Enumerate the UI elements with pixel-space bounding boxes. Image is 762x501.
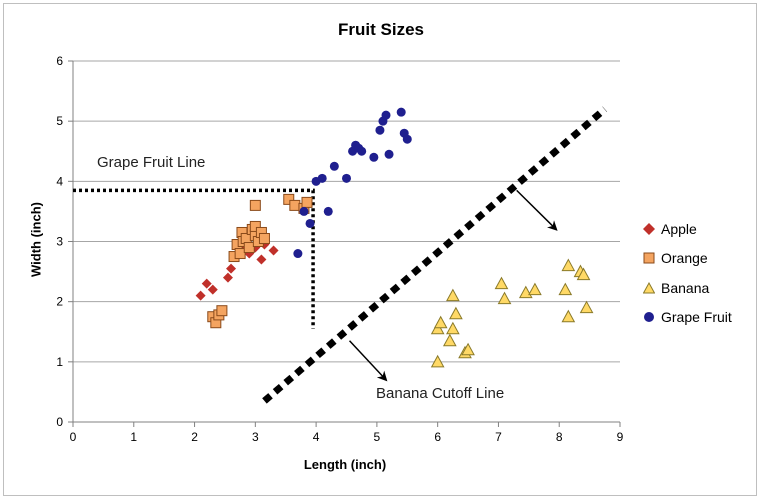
banana-point xyxy=(449,306,463,320)
legend-item-apple: Apple xyxy=(643,214,732,244)
banana-point xyxy=(430,321,445,335)
grape-fruit-point xyxy=(317,173,327,183)
orange-point xyxy=(249,199,261,211)
legend-label-banana: Banana xyxy=(661,279,710,296)
arrow-2 xyxy=(348,340,388,382)
y-tick-label: 1 xyxy=(56,355,63,369)
apple-point xyxy=(226,263,237,274)
banana-point xyxy=(494,276,509,290)
legend-item-orange: Orange xyxy=(643,244,732,274)
banana-point xyxy=(430,354,445,368)
chart-title: Fruit Sizes xyxy=(338,20,424,39)
grape-fruit-point xyxy=(323,206,333,216)
y-tick-label: 3 xyxy=(56,235,63,249)
grape-fruit-point xyxy=(293,249,303,259)
x-tick-label: 7 xyxy=(495,430,502,444)
x-tick-label: 6 xyxy=(434,430,441,444)
legend-label-orange: Orange xyxy=(661,250,708,267)
banana-point xyxy=(461,342,475,356)
square-marker-icon xyxy=(643,252,655,264)
apple-point xyxy=(195,290,206,301)
legend-item-grapefruit: Grape Fruit xyxy=(643,303,732,333)
orange-point xyxy=(243,242,255,254)
banana-point xyxy=(446,288,460,302)
banana-point xyxy=(561,309,576,323)
banana-point xyxy=(561,258,576,272)
banana-point xyxy=(497,291,512,305)
chart-frame xyxy=(3,3,757,496)
orange-point xyxy=(249,220,261,232)
y-tick-label: 0 xyxy=(56,415,63,429)
grape-fruit-point xyxy=(396,107,406,117)
arrow-1 xyxy=(516,189,558,231)
apple-point xyxy=(268,245,279,256)
banana-cutoff-line xyxy=(262,106,608,404)
x-tick-label: 9 xyxy=(617,430,624,444)
legend-item-banana: Banana xyxy=(643,273,732,303)
grape-fruit-point xyxy=(342,173,351,183)
legend-label-apple: Apple xyxy=(661,220,697,237)
banana-cutoff-line-label: Banana Cutoff Line xyxy=(376,385,505,402)
apple-point xyxy=(207,284,218,295)
orange-point xyxy=(234,248,246,260)
legend: Apple Orange Banana Grape Fruit xyxy=(643,214,732,332)
apple-point xyxy=(222,272,233,283)
orange-point xyxy=(283,193,295,205)
banana-point xyxy=(558,282,573,296)
circle-marker-icon xyxy=(644,312,654,323)
apple-point xyxy=(201,278,212,289)
grape-fruit-point xyxy=(369,152,379,162)
x-tick-label: 1 xyxy=(130,430,137,444)
x-tick-label: 8 xyxy=(556,430,563,444)
grapefruit-line xyxy=(73,188,315,329)
x-tick-label: 5 xyxy=(374,430,381,444)
banana-point xyxy=(528,282,542,296)
orange-point xyxy=(289,199,301,211)
diamond-marker-icon xyxy=(643,222,655,235)
x-tick-label: 2 xyxy=(191,430,198,444)
banana-point xyxy=(446,321,460,335)
grape-fruit-point xyxy=(305,218,315,228)
y-tick-label: 2 xyxy=(56,295,63,309)
x-tick-label: 0 xyxy=(70,430,77,444)
x-axis-label: Length (inch) xyxy=(303,457,387,472)
orange-point xyxy=(240,232,252,244)
y-tick-label: 4 xyxy=(56,174,63,188)
orange-point xyxy=(216,305,228,317)
banana-point xyxy=(433,315,448,329)
y-tick-label: 6 xyxy=(56,54,63,68)
triangle-marker-icon xyxy=(643,281,655,294)
legend-label-grapefruit: Grape Fruit xyxy=(661,309,732,326)
orange-point xyxy=(301,196,313,208)
banana-point xyxy=(579,300,594,314)
banana-point xyxy=(576,267,591,281)
grape-fruit-point xyxy=(402,134,412,144)
apple-point xyxy=(256,254,267,265)
y-tick-label: 5 xyxy=(56,114,63,128)
grape-fruit-point xyxy=(381,110,391,120)
orange-point xyxy=(258,232,270,244)
grape-fruit-point xyxy=(329,161,339,171)
x-tick-label: 4 xyxy=(313,430,320,444)
grape-fruit-point xyxy=(384,149,394,159)
x-tick-label: 3 xyxy=(252,430,259,444)
banana-point xyxy=(442,333,457,347)
grapefruit-line-label: Grape Fruit Line xyxy=(97,154,206,171)
grape-fruit-point xyxy=(375,125,385,135)
grape-fruit-point xyxy=(357,146,367,156)
grape-fruit-point xyxy=(299,206,309,216)
